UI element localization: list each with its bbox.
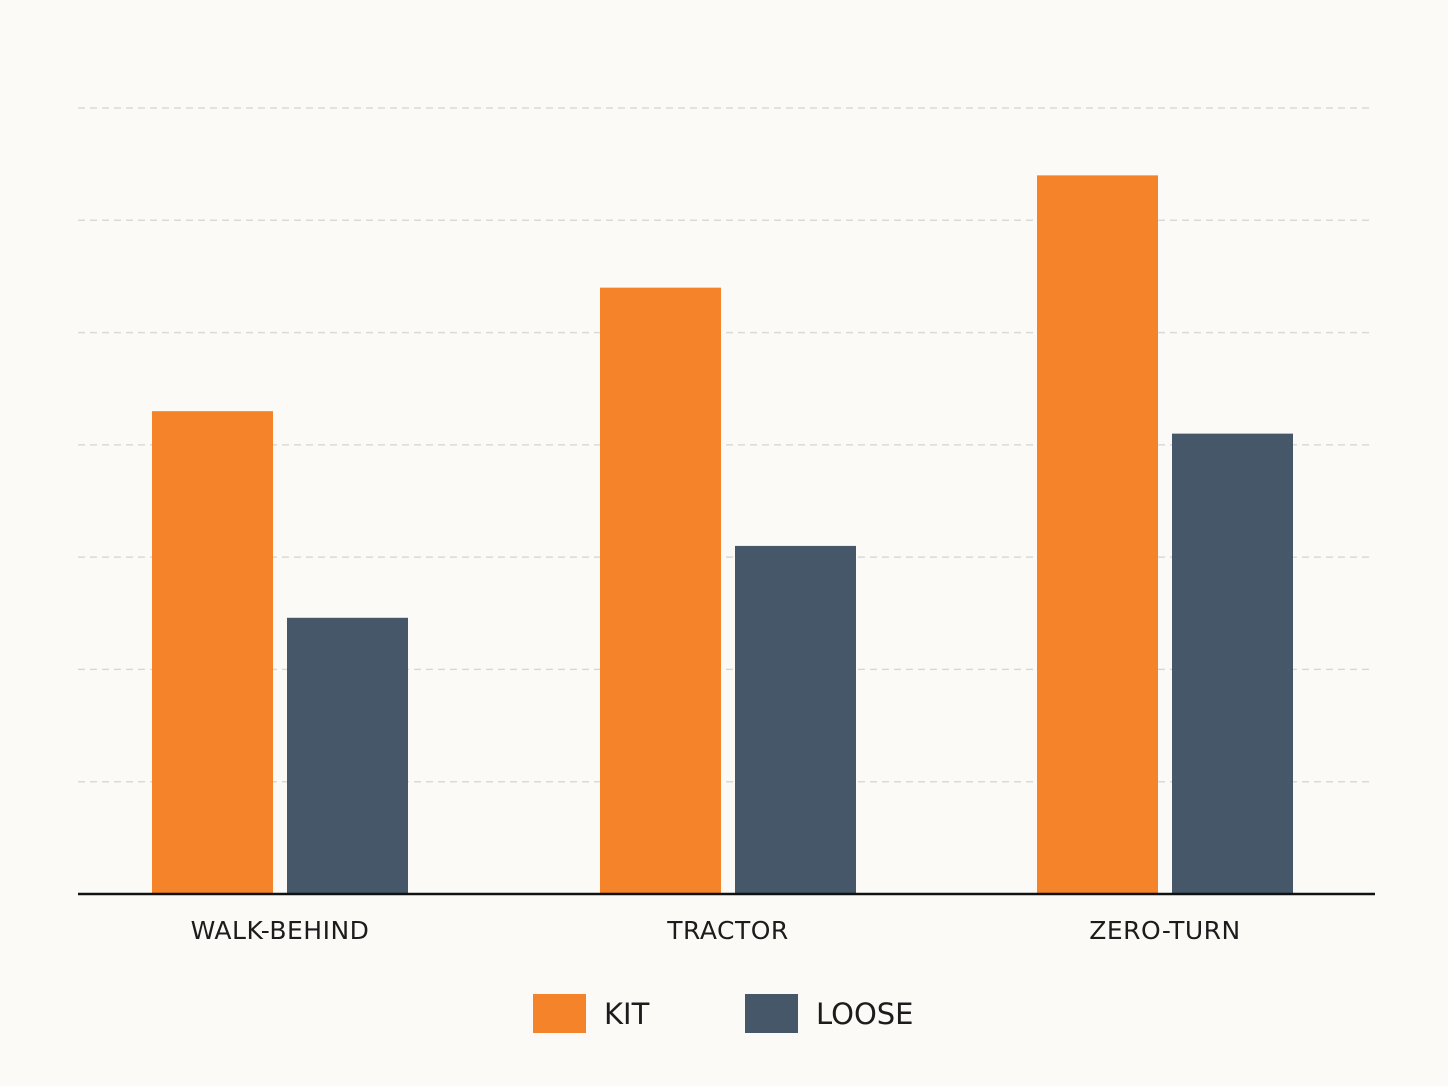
bar-kit-tractor	[600, 287, 721, 895]
bar-kit-zero-turn	[1037, 175, 1158, 894]
bars	[152, 175, 1293, 895]
bar-loose-tractor	[735, 545, 856, 894]
bar-loose-walk-behind	[287, 617, 408, 894]
x-tick-label: TRACTOR	[666, 916, 789, 945]
legend-label-loose: LOOSE	[816, 997, 914, 1031]
x-tick-labels: WALK-BEHIND TRACTOR ZERO-TURN	[191, 916, 1241, 945]
legend-swatch-loose	[745, 994, 798, 1033]
legend-swatch-kit	[533, 994, 586, 1033]
bar-loose-zero-turn	[1172, 433, 1293, 894]
bar-kit-walk-behind	[152, 411, 273, 894]
x-tick-label: WALK-BEHIND	[191, 916, 370, 945]
legend: KIT LOOSE	[533, 994, 914, 1033]
x-tick-label: ZERO-TURN	[1089, 916, 1241, 945]
legend-label-kit: KIT	[604, 997, 650, 1031]
